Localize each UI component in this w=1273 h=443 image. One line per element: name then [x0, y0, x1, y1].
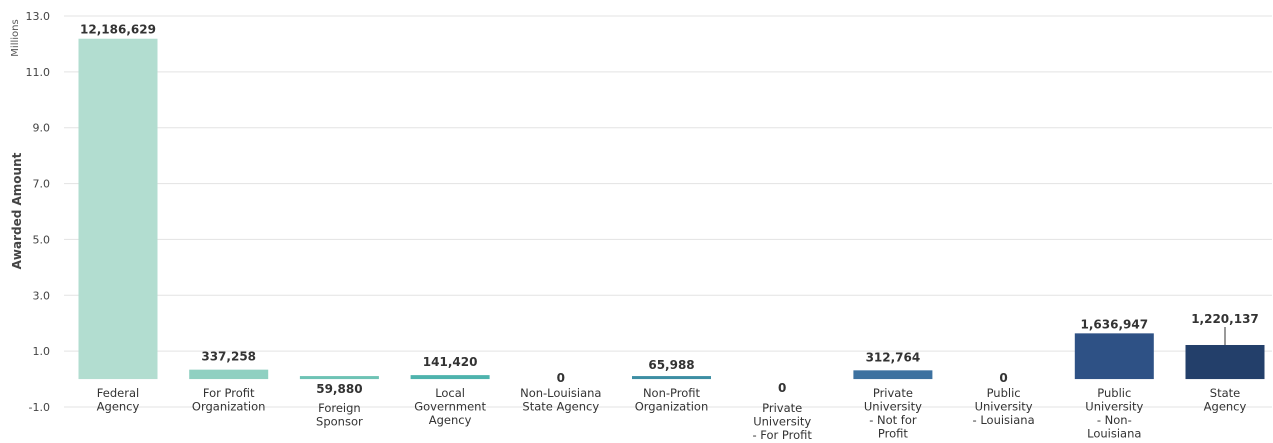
category-label-line: State	[1210, 386, 1240, 400]
category-label-line: Louisiana	[1087, 427, 1141, 441]
category-label: Non-Louisiana State Agency	[520, 386, 601, 414]
category-label-line: Private	[873, 386, 913, 400]
data-label: 0	[778, 381, 786, 395]
data-label: 141,420	[423, 355, 478, 369]
y-tick-label: 11.0	[26, 66, 51, 79]
category-label-line: Government	[414, 400, 486, 414]
y-axis-title: Awarded Amount	[10, 152, 24, 269]
data-label: 65,988	[648, 358, 694, 372]
category-label: Non-Profit Organization	[635, 386, 709, 414]
category-label-line: Federal	[97, 386, 139, 400]
category-label-line: Agency	[429, 413, 472, 427]
category-label: Public University - Non-Louisiana	[1085, 386, 1143, 441]
y-axis: -1.0 1.0 3.0 5.0 7.0 9.0 11.0 13.0	[26, 10, 51, 414]
category-label: Public University - Louisiana	[973, 386, 1035, 427]
bar	[300, 376, 379, 379]
category-label-line: Profit	[878, 427, 908, 441]
category-label-line: Sponsor	[316, 415, 363, 429]
bar	[79, 39, 158, 379]
category-label-line: For Profit	[203, 386, 255, 400]
data-label: 1,220,137	[1191, 312, 1259, 326]
category-label-line: - For Profit	[752, 428, 812, 442]
category-label-line: Private	[762, 401, 802, 415]
category-label: Foreign Sponsor	[316, 401, 363, 429]
y-tick-label: 1.0	[33, 345, 51, 358]
y-tick-label: 5.0	[33, 233, 51, 246]
bar	[853, 370, 932, 379]
bar	[632, 376, 711, 379]
category-label-line: Non-Profit	[643, 386, 701, 400]
category-label-line: University	[753, 415, 811, 429]
y-tick-label: 9.0	[33, 122, 51, 135]
data-label: 1,636,947	[1081, 317, 1149, 331]
category-label-line: - Louisiana	[973, 413, 1035, 427]
y-unit-label: Millions	[10, 19, 21, 56]
category-label-line: Organization	[635, 400, 709, 414]
bar	[189, 370, 268, 379]
category-label-line: Agency	[1204, 400, 1247, 414]
category-label: For Profit Organization	[192, 386, 266, 414]
y-tick-label: 3.0	[33, 289, 51, 302]
data-label: 12,186,629	[80, 23, 156, 37]
category-label-line: Local	[435, 386, 465, 400]
category-label-line: University	[975, 400, 1033, 414]
category-label-line: Public	[1097, 386, 1131, 400]
category-label: State Agency	[1204, 386, 1247, 414]
category-label-line: - Not for	[869, 413, 917, 427]
category-label: Federal Agency	[97, 386, 140, 414]
category-label-line: Agency	[97, 400, 140, 414]
category-label-line: Organization	[192, 400, 266, 414]
category-label-line: State Agency	[522, 400, 599, 414]
category-label-line: - Non-	[1097, 413, 1132, 427]
bar	[1075, 333, 1154, 379]
y-tick-label: 7.0	[33, 178, 51, 191]
category-label-line: Foreign	[318, 401, 361, 415]
y-tick-label: -1.0	[29, 401, 50, 414]
y-tick-label: 13.0	[26, 10, 51, 23]
category-label-line: Non-Louisiana	[520, 386, 601, 400]
bar	[411, 375, 490, 379]
data-label: 0	[999, 371, 1007, 385]
bar	[1186, 345, 1265, 379]
category-label-line: Public	[987, 386, 1021, 400]
data-label: 337,258	[201, 350, 256, 364]
data-label: 59,880	[316, 382, 362, 396]
data-label: 0	[557, 371, 565, 385]
category-label: Private University - Not for Profit	[864, 386, 922, 441]
category-label-line: University	[864, 400, 922, 414]
category-label: Local Government Agency	[414, 386, 486, 427]
category-label-line: University	[1085, 400, 1143, 414]
data-label: 312,764	[866, 350, 921, 364]
